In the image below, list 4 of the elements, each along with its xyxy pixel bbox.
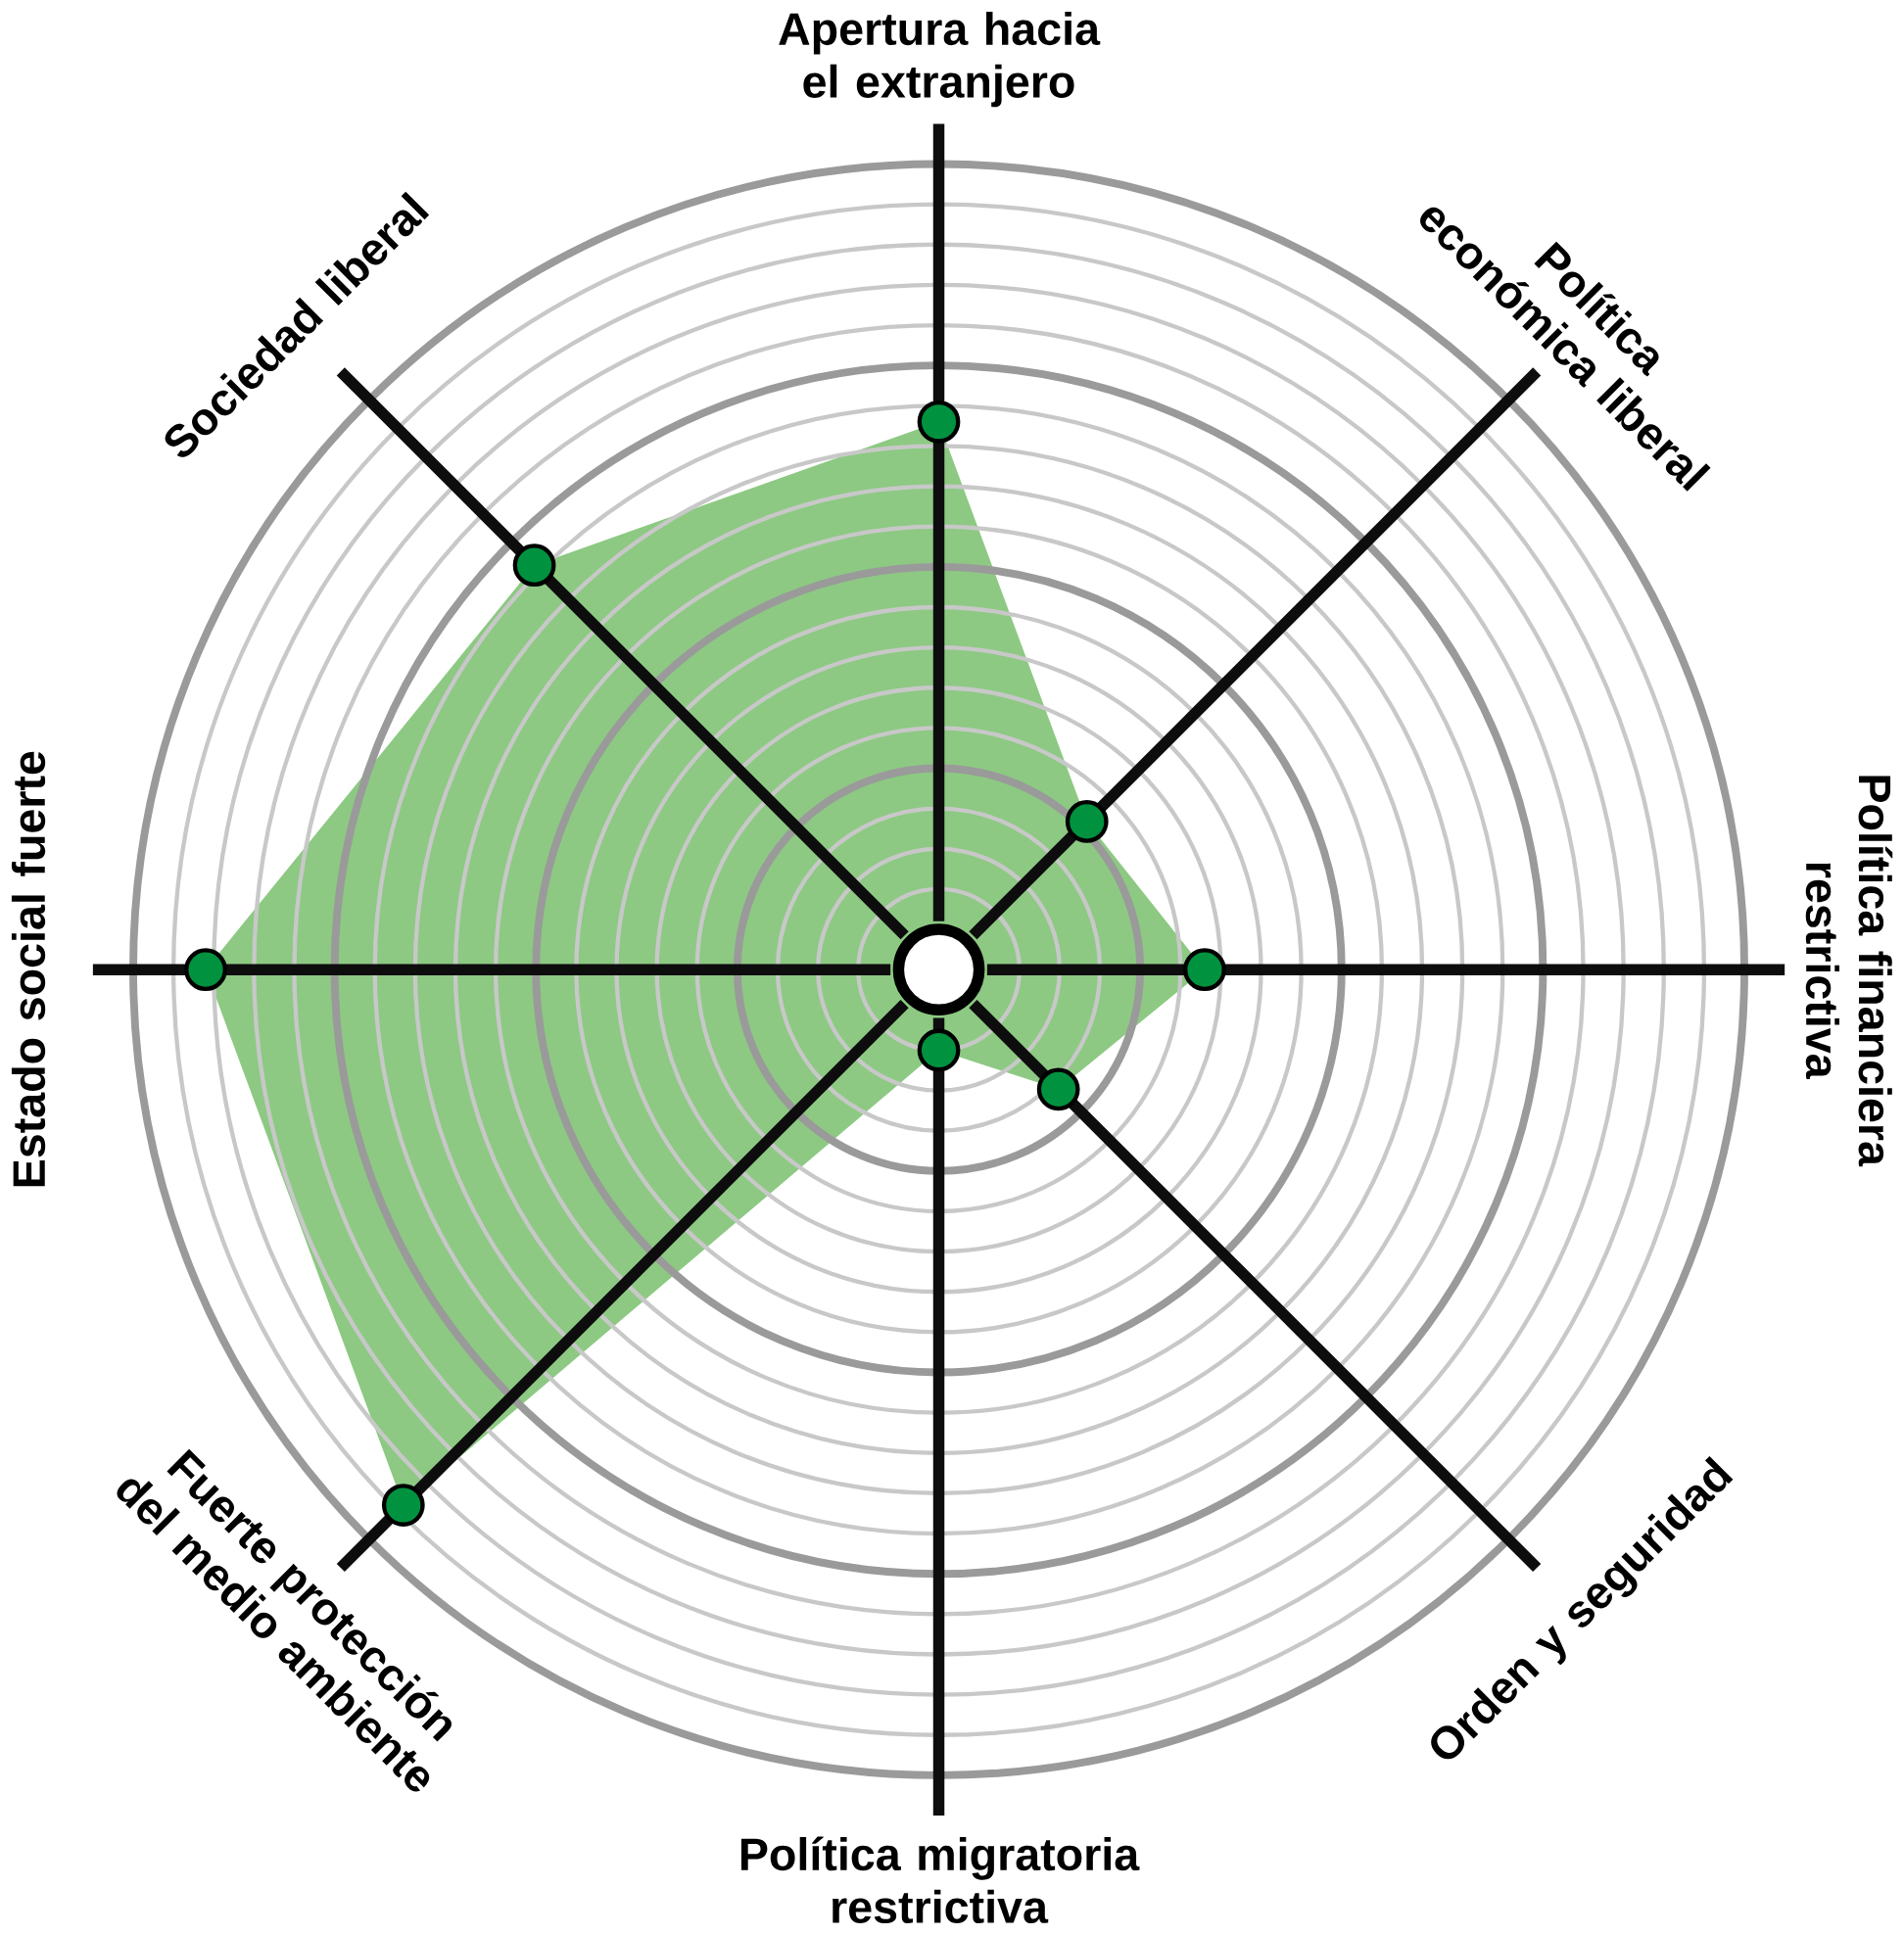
spoke-label: Política financiera restrictiva <box>1805 776 1893 1167</box>
spoke-label: Estado social fuerte <box>11 751 46 1187</box>
spoke-label: Apertura hacia el extranjero <box>779 11 1101 108</box>
spoke-label: Política migratoria restrictiva <box>740 1836 1140 1924</box>
